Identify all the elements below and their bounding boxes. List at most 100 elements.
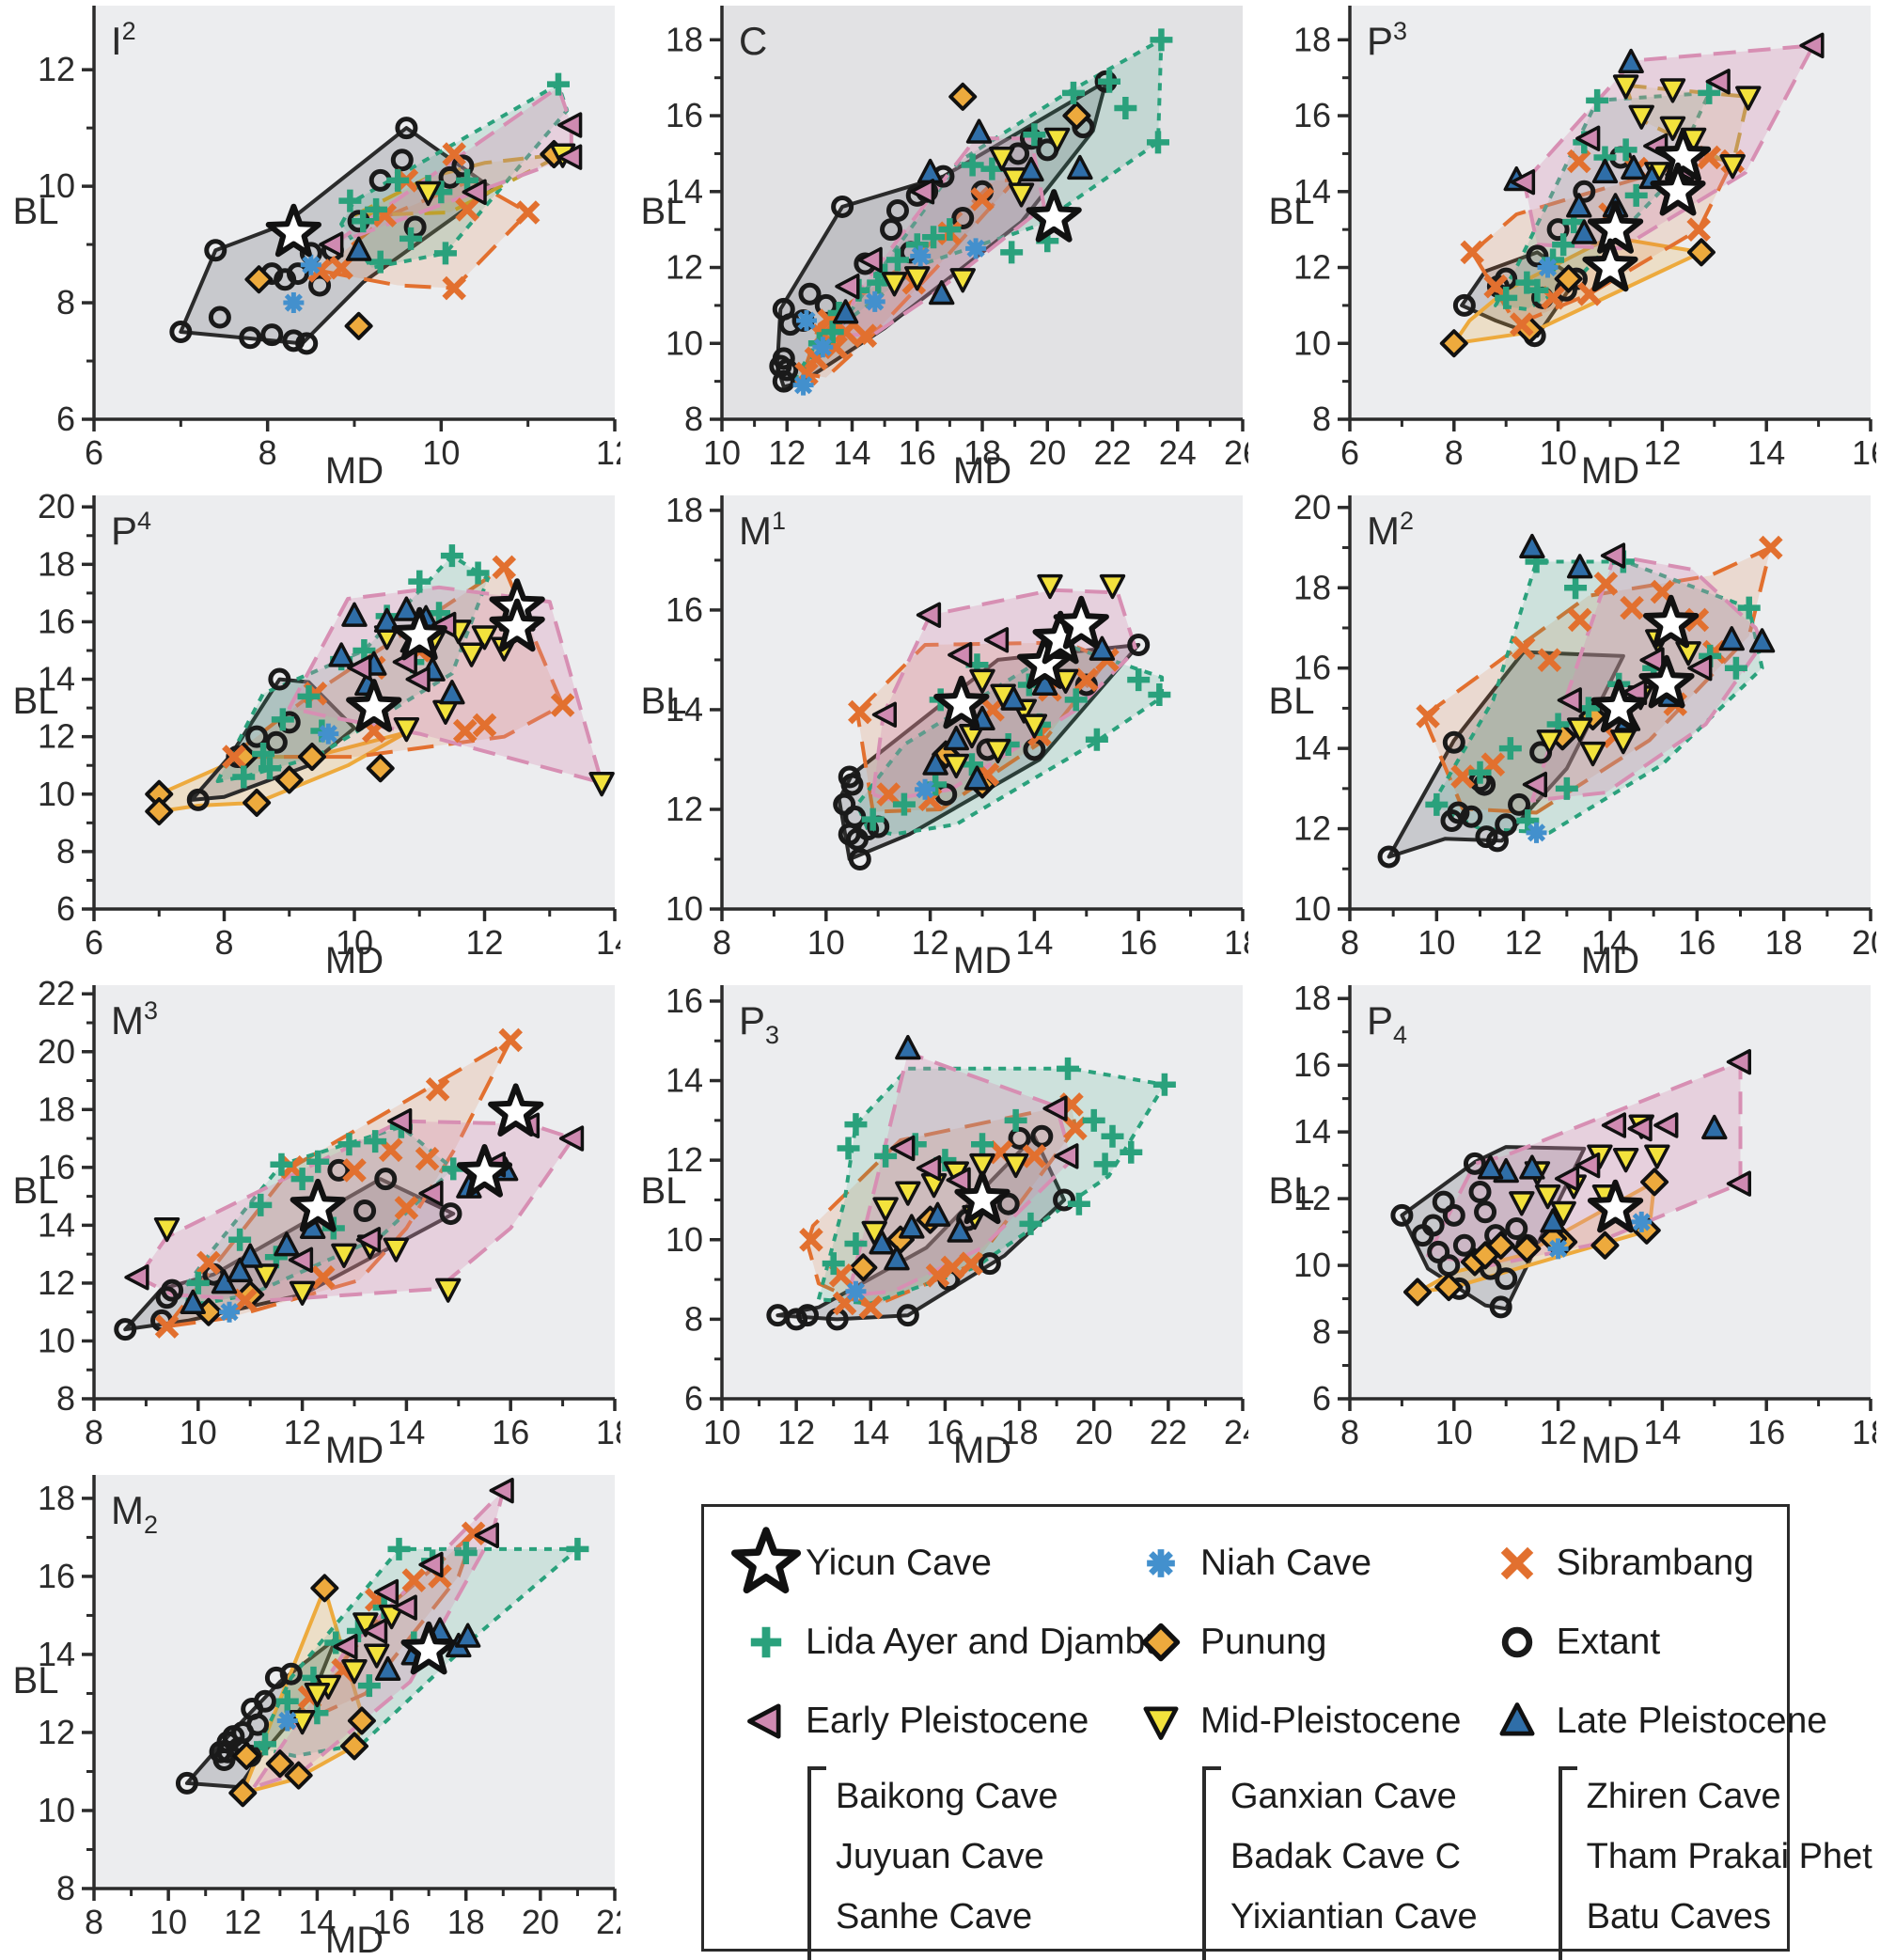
y-axis-title: BL <box>641 191 687 232</box>
y-tick-label: 8 <box>1312 400 1331 438</box>
niah-points <box>792 238 987 396</box>
y-tick-label: 16 <box>666 981 703 1020</box>
tri-down-icon <box>1121 1682 1200 1761</box>
y-tick-label: 12 <box>38 50 75 88</box>
y-tick-label: 8 <box>56 1379 75 1418</box>
y-axis-title: BL <box>641 681 687 722</box>
y-tick-label: 12 <box>1293 248 1331 287</box>
y-tick-label: 18 <box>666 491 703 529</box>
subplot-p4u: 6 8 10 12 14 6 8 10 12 14 16 18 20 MD BL P4 <box>0 487 634 981</box>
x-tick-label: 8 <box>258 433 277 472</box>
x-tick-label: 20 <box>1028 433 1066 472</box>
y-tick-label: 14 <box>1293 172 1331 211</box>
x-axis-title: MD <box>325 1920 384 1958</box>
x-tick-label: 18 <box>1224 923 1248 962</box>
x-axis: 6 8 10 12 14 <box>85 909 634 962</box>
y-tick-label: 8 <box>684 400 703 438</box>
legend-cave: Badak Cave C <box>1230 1837 1462 1876</box>
legend-cave: Sanhe Cave <box>836 1897 1033 1936</box>
subplot-m1u: 8 10 12 14 16 18 10 12 14 16 18 MD BL M1 <box>628 490 1261 981</box>
legend-box: Yicun Cave Lida Ayer and Djambu Early Plei… <box>701 1504 1872 1960</box>
x-tick-label: 14 <box>852 1413 889 1451</box>
x-axis-title: MD <box>1581 450 1639 489</box>
x-tick-label: 10 <box>703 433 741 472</box>
x-tick-label: 12 <box>1505 923 1543 962</box>
x-tick-label: 8 <box>85 1903 103 1941</box>
y-tick-label: 16 <box>666 590 703 629</box>
bracket-icon <box>1202 1766 1221 1960</box>
punung-points <box>244 140 569 340</box>
legend-label: Late Pleistocene <box>1556 1701 1827 1741</box>
x-tick-label: 16 <box>1852 433 1876 472</box>
panel-label: M2 <box>111 1488 158 1539</box>
asterisk-icon <box>1121 1524 1200 1603</box>
star-points <box>954 1170 1010 1225</box>
extant-points <box>186 667 301 811</box>
y-tick-label: 16 <box>38 602 75 640</box>
x-tick-label: 8 <box>1340 923 1359 962</box>
niah-points <box>1526 822 1547 843</box>
panel-label: C <box>739 19 767 63</box>
y-tick-label: 12 <box>666 790 703 828</box>
y-tick-label: 6 <box>684 1379 703 1418</box>
legend-item-punung: Punung <box>1121 1603 1478 1682</box>
y-tick-label: 10 <box>666 889 703 928</box>
cave-list: Ganxian Cave Badak Cave C Yixiantian Cave D… <box>1221 1766 1478 1960</box>
legend-item-mid-pleistocene: Mid-Pleistocene <box>1121 1682 1478 1761</box>
y-tick-label: 8 <box>56 1869 75 1907</box>
star-points <box>1582 128 1712 292</box>
y-tick-label: 8 <box>56 283 75 321</box>
star-points <box>933 595 1109 729</box>
x-axis-title: MD <box>953 1430 1011 1468</box>
legend-item-extant: Extant <box>1478 1603 1788 1682</box>
y-tick-label: 8 <box>56 832 75 870</box>
niah-points <box>1537 257 1559 278</box>
x-tick-label: 14 <box>387 1413 425 1451</box>
legend-cave: Daxinhei Cave <box>1230 1947 1478 1960</box>
x-tick-label: 22 <box>596 1903 620 1941</box>
y-tick-label: 20 <box>1293 490 1331 526</box>
niah-points <box>1547 1211 1653 1260</box>
x-tick-label: 6 <box>1340 433 1359 472</box>
bracket-icon <box>807 1766 826 1960</box>
niah-points <box>915 778 936 800</box>
y-axis: 6 8 10 12 <box>38 50 94 438</box>
star-icon <box>727 1524 806 1603</box>
y-tick-label: 18 <box>666 20 703 58</box>
star-points <box>1590 594 1700 733</box>
y-tick-label: 14 <box>1293 1112 1331 1151</box>
y-tick-label: 16 <box>1293 96 1331 134</box>
x-tick-label: 6 <box>85 923 103 962</box>
early-points <box>835 179 935 300</box>
y-axis: 10 12 14 16 18 20 <box>1293 488 1350 928</box>
x-tick-label: 10 <box>336 923 373 962</box>
plot-m3u-canvas: 8 10 12 14 16 18 8 10 12 14 16 18 20 22 MD BL M3 <box>13 974 634 1471</box>
x-tick-label: 14 <box>1591 923 1629 962</box>
legend-cave-group-3: Zhiren Cave Tham Prakai Phet Batu Caves Bax… <box>1558 1766 1872 1960</box>
legend-item-sibrambang: Sibrambang <box>1478 1524 1788 1603</box>
y-tick-label: 10 <box>666 323 703 362</box>
y-axis-title: BL <box>13 1170 59 1212</box>
plot-m2l-canvas: 8 10 12 14 16 18 20 22 8 10 12 14 16 18 MD BL M2 <box>13 1475 634 1960</box>
legend-item-early-pleistocene: Early Pleistocene <box>727 1682 1121 1761</box>
y-axis: 6 8 10 12 14 16 <box>666 981 722 1418</box>
legend-cave: Queque Cave <box>836 1947 1058 1960</box>
y-tick-label: 12 <box>38 1263 75 1302</box>
legend-item-lida-ayer-and-djambu: Lida Ayer and Djambu <box>727 1603 1166 1682</box>
legend-column-1: Yicun Cave Lida Ayer and Djambu Early Plei… <box>727 1524 1166 1960</box>
niah-points <box>318 723 339 745</box>
extant-hull <box>189 677 356 802</box>
y-tick-label: 18 <box>1293 568 1331 606</box>
late-points <box>869 1034 973 1271</box>
x-tick-label: 10 <box>1418 923 1455 962</box>
x-tick-label: 14 <box>1643 1413 1681 1451</box>
x-tick-label: 18 <box>447 1903 485 1941</box>
y-axis-title: BL <box>13 1660 59 1701</box>
tri-up-icon <box>1478 1682 1557 1761</box>
x-tick-label: 22 <box>1150 1413 1187 1451</box>
y-tick-label: 14 <box>38 1205 75 1244</box>
y-tick-label: 16 <box>1293 649 1331 687</box>
plus-icon <box>727 1603 806 1682</box>
x-tick-label: 16 <box>373 1903 411 1941</box>
early-points <box>319 112 583 258</box>
